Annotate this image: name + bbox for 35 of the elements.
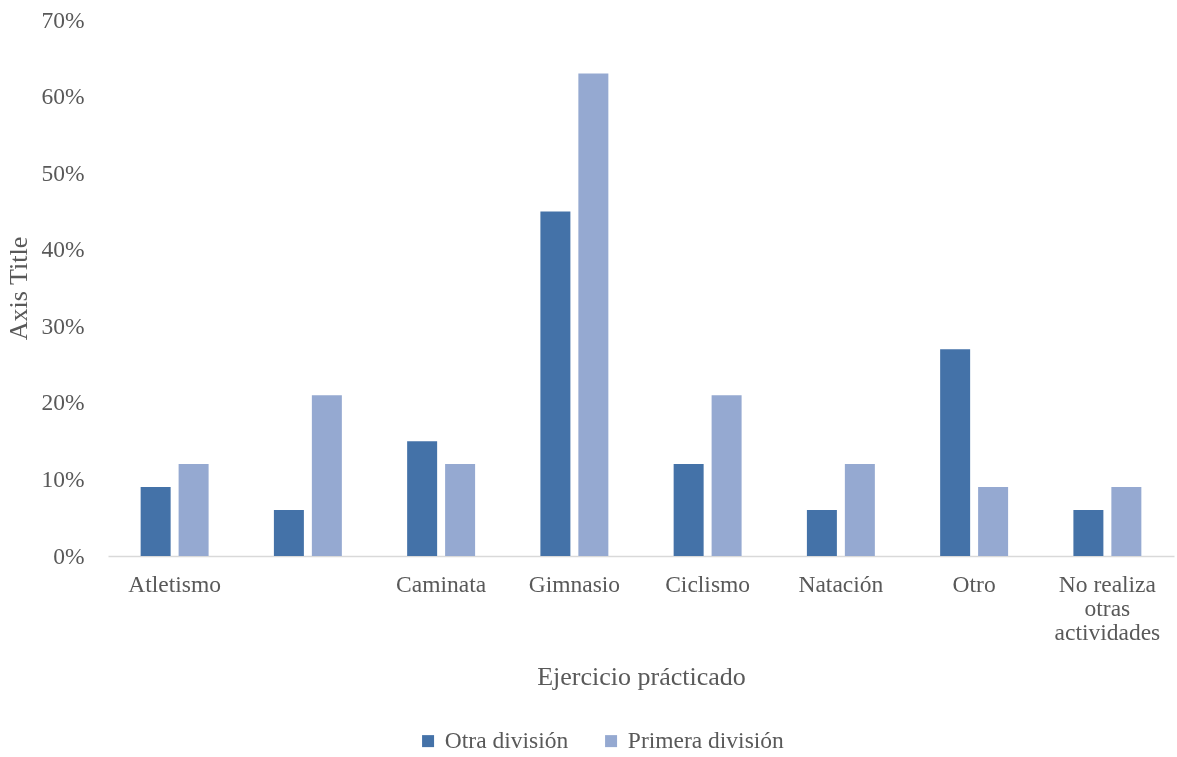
y-tick-label: 0% xyxy=(53,542,85,569)
y-tick-label: 30% xyxy=(41,312,85,339)
bar xyxy=(178,464,209,556)
bar xyxy=(140,487,171,556)
x-tick-label: Natación xyxy=(798,570,884,597)
bar xyxy=(978,487,1009,556)
bar xyxy=(844,464,875,556)
y-tick-label: 70% xyxy=(41,6,85,33)
bar xyxy=(1111,487,1142,556)
bar xyxy=(1073,510,1104,556)
bar xyxy=(806,510,837,556)
bar xyxy=(445,464,476,556)
legend-label: Otra división xyxy=(444,727,569,754)
x-tick-label: Otro xyxy=(952,570,996,597)
bar xyxy=(273,510,304,556)
legend-label: Primera división xyxy=(627,727,785,754)
bar xyxy=(673,464,704,556)
bar xyxy=(311,395,342,556)
x-tick-label: Gimnasio xyxy=(528,570,621,597)
bar xyxy=(940,349,971,556)
bar xyxy=(540,211,571,556)
x-axis-title: Ejercicio prácticado xyxy=(537,662,746,691)
bar xyxy=(711,395,742,556)
bar xyxy=(578,73,609,556)
y-tick-label: 50% xyxy=(41,159,85,186)
y-tick-label: 20% xyxy=(41,389,85,416)
y-tick-label: 40% xyxy=(41,236,85,263)
y-tick-label: 60% xyxy=(41,83,85,110)
x-tick-label: No realiza otras actividades xyxy=(1054,570,1161,645)
x-tick-label: Atletismo xyxy=(128,570,221,597)
x-tick-label: Ciclismo xyxy=(665,570,751,597)
bar xyxy=(407,441,438,556)
y-axis-title: Axis Title xyxy=(4,236,34,341)
y-tick-label: 10% xyxy=(41,465,85,492)
x-tick-label: Caminata xyxy=(396,570,487,597)
